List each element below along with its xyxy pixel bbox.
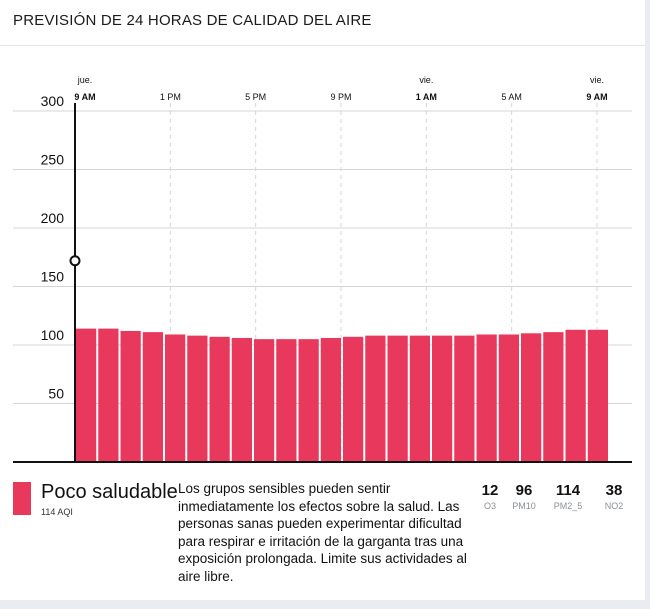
y-tick-label: 200	[41, 210, 65, 226]
forecast-bar	[365, 335, 386, 462]
pollutant-value: 38	[605, 482, 623, 499]
forecast-bar	[98, 328, 119, 462]
pollutant-name: NO2	[604, 501, 624, 511]
legend: Poco saludable 114 AQI Los grupos sensib…	[0, 470, 645, 600]
health-description: Los grupos sensibles pueden sentir inmed…	[178, 481, 467, 584]
forecast-bar	[120, 330, 141, 462]
pollutant-no2: 38 NO2	[594, 482, 634, 511]
forecast-bar	[543, 332, 564, 462]
forecast-bar	[231, 337, 252, 462]
forecast-bar	[409, 335, 430, 462]
pollutant-value: 114	[555, 482, 581, 499]
forecast-bar	[565, 329, 586, 462]
aqi-forecast-chart: 50 100 150 200 250 300 jue. 9 AM 1 PM 5 PM 9 PM vie…	[13, 75, 632, 463]
y-tick-label: 250	[41, 152, 65, 168]
pollutant-o3: 12 O3	[470, 482, 510, 511]
pollutant-pm10: 96 PM10	[504, 482, 544, 511]
x-tick-time-label: 5 AM	[501, 92, 522, 102]
pollutant-name: PM10	[512, 501, 536, 511]
forecast-bar	[165, 334, 186, 462]
x-tick-time-label: 1 AM	[416, 92, 437, 102]
y-tick-label: 100	[41, 327, 65, 343]
forecast-bar	[209, 336, 230, 462]
status-color-swatch	[13, 482, 31, 515]
pollutant-value: 96	[515, 482, 533, 499]
forecast-bar	[498, 334, 519, 462]
forecast-bar	[320, 337, 341, 462]
pollutant-name: O3	[483, 501, 496, 511]
current-marker	[69, 255, 81, 267]
forecast-bar	[276, 339, 297, 462]
forecast-bar	[454, 335, 475, 462]
forecast-bar	[387, 335, 408, 462]
pollutant-list: 12 O3 96 PM10 114 PM2_5 38 NO2	[470, 482, 640, 522]
y-tick-label: 50	[48, 386, 64, 402]
forecast-bar	[476, 334, 497, 462]
x-tick-day-label: jue.	[77, 75, 93, 85]
pollutant-value: 12	[481, 482, 499, 499]
aqi-value-label: 114 AQI	[41, 507, 73, 517]
status-label: Poco saludable	[41, 481, 178, 503]
pollutant-pm2-5: 114 PM2_5	[548, 482, 588, 511]
forecast-bar	[254, 339, 275, 462]
forecast-bar	[587, 329, 608, 462]
forecast-bar	[187, 335, 208, 462]
x-tick-day-label: vie.	[419, 75, 433, 85]
pollutant-name: PM2_5	[553, 501, 583, 511]
air-quality-card: PREVISIÓN DE 24 HORAS DE CALIDAD DEL AIR…	[0, 0, 645, 600]
x-tick-time-label: 9 AM	[586, 92, 607, 102]
forecast-bar	[142, 332, 163, 462]
x-tick-day-label: vie.	[590, 75, 604, 85]
x-tick-time-label: 5 PM	[245, 92, 266, 102]
forecast-bar	[432, 335, 453, 462]
page-title: PREVISIÓN DE 24 HORAS DE CALIDAD DEL AIR…	[13, 12, 372, 29]
x-tick-time-label: 9 AM	[74, 92, 95, 102]
card-header: PREVISIÓN DE 24 HORAS DE CALIDAD DEL AIR…	[0, 0, 645, 46]
forecast-bar	[76, 328, 97, 462]
x-tick-time-label: 1 PM	[160, 92, 181, 102]
forecast-bar	[521, 333, 542, 462]
forecast-bar	[343, 336, 364, 462]
y-tick-label: 150	[41, 269, 65, 285]
x-tick-time-label: 9 PM	[330, 92, 351, 102]
forecast-bar	[298, 339, 319, 462]
y-tick-label: 300	[41, 93, 65, 109]
